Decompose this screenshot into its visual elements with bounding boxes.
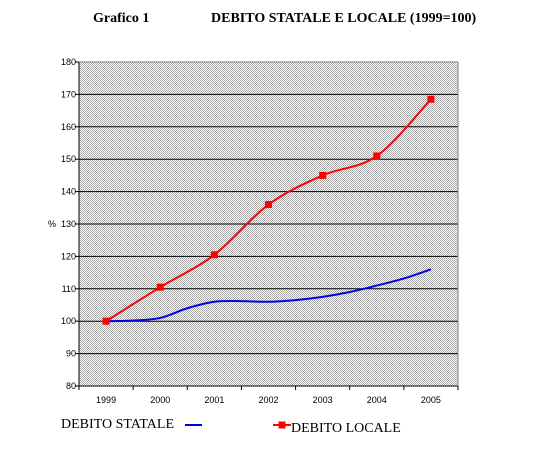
x-tick-label: 2000 bbox=[150, 395, 170, 405]
y-axis-label: % bbox=[48, 219, 56, 229]
y-tick-label: 80 bbox=[66, 381, 76, 391]
debito-locale-point bbox=[102, 317, 110, 325]
debito-locale-point bbox=[156, 283, 164, 291]
debito-locale-point bbox=[319, 171, 327, 179]
legend-label-debito-locale: DEBITO LOCALE bbox=[291, 421, 401, 436]
y-tick-label: 130 bbox=[61, 219, 76, 229]
debito-locale-point bbox=[373, 152, 381, 160]
y-tick-label: 120 bbox=[61, 251, 76, 261]
y-tick-label: 180 bbox=[61, 57, 76, 67]
legend-label-debito-statale: DEBITO STATALE bbox=[61, 417, 174, 432]
y-tick-label: 160 bbox=[61, 122, 76, 132]
x-tick-label: 2003 bbox=[313, 395, 333, 405]
chart-title: DEBITO STATALE E LOCALE (1999=100) bbox=[211, 11, 477, 26]
y-tick-label: 110 bbox=[62, 284, 76, 294]
x-tick-label: 2001 bbox=[204, 395, 224, 405]
x-tick-label: 1999 bbox=[96, 395, 116, 405]
debito-locale-point bbox=[210, 251, 218, 259]
figure-label: Grafico 1 bbox=[93, 11, 150, 26]
x-tick-label: 2005 bbox=[421, 395, 441, 405]
legend-marker-debito-locale bbox=[278, 421, 286, 429]
debito-locale-point bbox=[427, 95, 435, 103]
y-tick-label: 90 bbox=[66, 349, 76, 359]
debito-locale-point bbox=[265, 201, 272, 209]
y-tick-label: 100 bbox=[61, 316, 76, 326]
y-tick-label: 140 bbox=[61, 187, 76, 197]
y-tick-label: 150 bbox=[61, 154, 76, 164]
x-tick-label: 2004 bbox=[367, 395, 387, 405]
y-tick-label: 170 bbox=[61, 89, 76, 99]
debito-statale-line bbox=[106, 268, 432, 323]
x-tick-label: 2002 bbox=[258, 395, 278, 405]
